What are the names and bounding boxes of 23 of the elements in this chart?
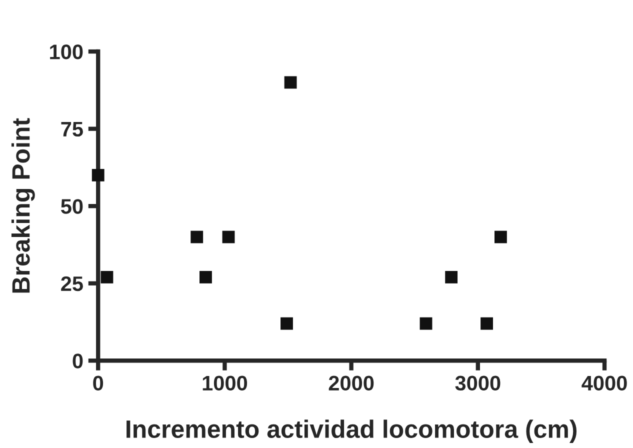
point [222, 230, 235, 244]
point [200, 270, 212, 284]
y-tick-label: 50 [61, 199, 83, 214]
point [284, 76, 297, 89]
x-tick-label: 3000 [455, 376, 500, 391]
x-tick-label: 2000 [328, 376, 374, 391]
x-axis-title: Incremento actividad locomotora (cm) [126, 420, 577, 443]
x-tick-label: 4000 [582, 376, 627, 391]
point [100, 270, 114, 284]
x-tick-label: 0 [93, 376, 104, 391]
x-tick-label: 1000 [202, 376, 248, 391]
y-tick-label: 25 [61, 276, 83, 292]
point [480, 317, 493, 330]
y-tick-label: 0 [72, 354, 83, 368]
point [420, 317, 432, 330]
y-axis-title: Breaking Point [11, 118, 35, 293]
point [190, 230, 204, 244]
point [280, 317, 293, 330]
point [445, 270, 458, 284]
point [92, 168, 104, 182]
y-tick-label: 100 [50, 44, 83, 60]
y-tick-label: 75 [61, 122, 83, 137]
point [494, 230, 507, 244]
